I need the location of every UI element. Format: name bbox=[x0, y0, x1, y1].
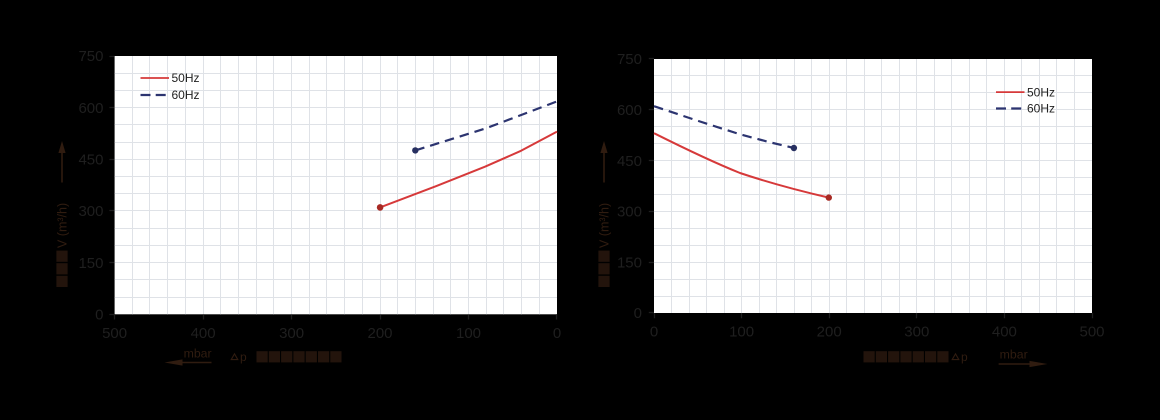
svg-text:150: 150 bbox=[78, 255, 103, 272]
svg-text:0: 0 bbox=[95, 307, 103, 324]
svg-text:V (m³/h): V (m³/h) bbox=[597, 203, 611, 248]
svg-text:p: p bbox=[240, 350, 247, 364]
svg-text:500: 500 bbox=[1079, 324, 1104, 341]
svg-text:200: 200 bbox=[367, 325, 392, 342]
svg-text:0: 0 bbox=[553, 325, 561, 342]
svg-text:600: 600 bbox=[617, 102, 642, 119]
svg-text:100: 100 bbox=[456, 325, 481, 342]
svg-text:300: 300 bbox=[78, 203, 103, 220]
svg-text:450: 450 bbox=[617, 153, 642, 170]
svg-text:300: 300 bbox=[904, 324, 929, 341]
svg-text:200: 200 bbox=[817, 324, 842, 341]
svg-text:150: 150 bbox=[617, 254, 642, 271]
svg-text:300: 300 bbox=[279, 325, 304, 342]
svg-text:mbar: mbar bbox=[1000, 348, 1028, 362]
svg-text:300: 300 bbox=[617, 204, 642, 221]
svg-text:60Hz: 60Hz bbox=[172, 88, 200, 102]
svg-text:60Hz: 60Hz bbox=[1027, 102, 1055, 116]
svg-text:400: 400 bbox=[992, 324, 1017, 341]
svg-text:50Hz: 50Hz bbox=[172, 71, 200, 85]
svg-text:0: 0 bbox=[634, 305, 642, 322]
svg-text:600: 600 bbox=[78, 100, 103, 117]
svg-text:450: 450 bbox=[78, 152, 103, 169]
svg-text:750: 750 bbox=[78, 48, 103, 65]
svg-text:400: 400 bbox=[191, 325, 216, 342]
svg-text:750: 750 bbox=[617, 51, 642, 68]
svg-text:50Hz: 50Hz bbox=[1027, 85, 1055, 99]
svg-text:100: 100 bbox=[729, 324, 754, 341]
svg-text:V (m³/h): V (m³/h) bbox=[55, 203, 69, 248]
svg-text:0: 0 bbox=[650, 324, 658, 341]
svg-text:500: 500 bbox=[102, 325, 127, 342]
svg-text:p: p bbox=[961, 350, 968, 364]
svg-text:mbar: mbar bbox=[184, 347, 212, 361]
